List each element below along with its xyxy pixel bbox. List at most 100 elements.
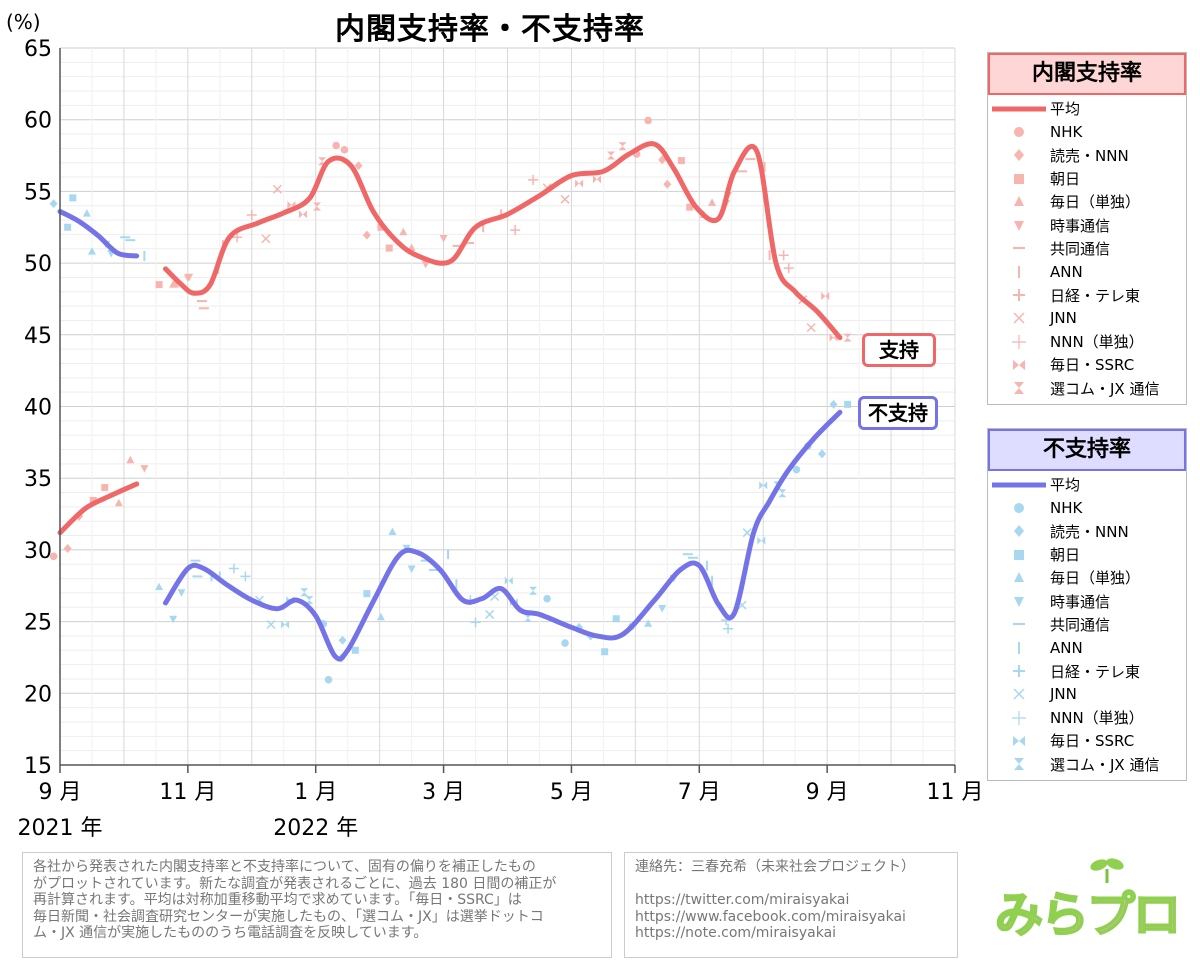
legend-symbol-icon (988, 99, 1050, 119)
survey-point (399, 227, 408, 236)
legend-symbol-icon (988, 568, 1050, 588)
legend-label: 朝日 (1050, 546, 1081, 565)
x-year-label: 2022 年 (273, 816, 358, 841)
survey-point (332, 141, 340, 150)
legend-label: 毎日・SSRC (1050, 732, 1135, 751)
legend-entry: 読売・NNN (988, 144, 1186, 167)
survey-point (792, 465, 801, 474)
legend-symbol-icon (988, 145, 1050, 165)
x-year-label: 2021 年 (18, 816, 103, 841)
legend-symbol-icon (988, 498, 1050, 518)
survey-point (266, 619, 276, 629)
legend-label: 選コム・JX 通信 (1050, 379, 1160, 398)
legend-entry: 選コム・JX 通信 (988, 753, 1186, 776)
y-tick-label: 25 (24, 611, 52, 636)
survey-point (523, 614, 532, 623)
methodology-note: 各社から発表された内閣支持率と不支持率について、固有の偏りを補正したもの がプロ… (22, 852, 612, 958)
legend-label: 平均 (1050, 100, 1081, 119)
survey-point (593, 175, 601, 184)
survey-point (385, 244, 393, 252)
survey-point (155, 582, 164, 591)
legend-symbol-icon (988, 355, 1050, 375)
legend-symbol-icon (988, 545, 1050, 565)
legend-entry: 毎日・SSRC (988, 353, 1186, 376)
note-link[interactable]: https://note.com/miraisyakai (635, 925, 837, 941)
legend-support: 内閣支持率 平均 NHK 読売・NNN 朝日 毎日（単独） 時事通信 共同通信 ANN 日経・テ… (987, 52, 1187, 405)
survey-point (340, 146, 349, 154)
legend-entry: NHK (988, 120, 1186, 143)
y-tick-label: 15 (24, 754, 52, 779)
legend-symbol-icon (988, 285, 1050, 305)
legend-entry: JNN (988, 683, 1186, 706)
survey-point (742, 528, 752, 538)
grid (59, 47, 956, 766)
survey-point (607, 151, 616, 160)
legend-symbol-icon (988, 308, 1050, 328)
legend-symbol-icon (988, 262, 1050, 282)
logo-text: みらプロ (994, 886, 1182, 944)
survey-point (806, 323, 816, 333)
survey-point (63, 543, 72, 553)
note-line: 再計算されます。平均は対称加重移動平均で求めています。「毎日・SSRC」は (33, 892, 522, 908)
series-line-disapprove (57, 208, 140, 259)
legend-label: 毎日（単独） (1050, 569, 1141, 588)
y-tick-label: 40 (24, 396, 52, 421)
survey-point (338, 635, 347, 645)
survey-point (618, 142, 627, 151)
survey-point (644, 619, 653, 627)
survey-point (64, 223, 72, 231)
survey-point (485, 609, 495, 619)
legend-symbol-icon (988, 521, 1050, 541)
legend-support-header: 内閣支持率 (988, 53, 1186, 95)
survey-point (829, 399, 838, 409)
x-tick-label: 11 月 (159, 780, 216, 805)
legend-disapprove: 不支持率 平均 NHK 読売・NNN 朝日 毎日（単独） 時事通信 共同通信 ANN 日経・テレ… (987, 428, 1187, 781)
legend-label: 日経・テレ東 (1050, 662, 1141, 681)
survey-point (818, 449, 827, 459)
twitter-link[interactable]: https://twitter.com/miraisyakai (635, 892, 850, 908)
legend-disapprove-items: 平均 NHK 読売・NNN 朝日 毎日（単独） 時事通信 共同通信 ANN 日経・テレ東 JNN N… (988, 471, 1186, 780)
survey-point (169, 615, 178, 624)
survey-point (644, 116, 652, 125)
legend-symbol-icon (988, 754, 1050, 774)
survey-point (363, 590, 371, 598)
survey-point (177, 589, 186, 597)
legend-label: JNN (1050, 685, 1077, 704)
survey-point (69, 194, 77, 202)
legend-symbol-icon (988, 192, 1050, 212)
legend-symbol-icon (988, 614, 1050, 634)
survey-point (272, 184, 282, 194)
survey-point (407, 565, 416, 574)
legend-label: 選コム・JX 通信 (1050, 755, 1160, 774)
survey-point (87, 247, 96, 255)
facebook-link[interactable]: https://www.facebook.com/miraisyakai (635, 908, 906, 925)
legend-entry: 朝日 (988, 543, 1186, 566)
survey-point (183, 274, 192, 282)
survey-point (351, 646, 359, 654)
legend-entry: 時事通信 (988, 213, 1186, 236)
survey-point (601, 648, 609, 656)
y-tick-label: 35 (24, 467, 52, 492)
survey-point (376, 612, 385, 621)
legend-label: ANN (1050, 638, 1083, 657)
series-line-disapprove (162, 409, 843, 662)
survey-point (708, 198, 717, 206)
legend-entry: 選コム・JX 通信 (988, 377, 1186, 400)
x-tick-label: 5 月 (550, 780, 593, 805)
legend-entry: 日経・テレ東 (988, 283, 1186, 306)
survey-point (757, 536, 766, 545)
survey-point (298, 210, 307, 219)
survey-point (528, 174, 539, 185)
legend-label: ANN (1050, 262, 1083, 281)
survey-point (723, 623, 734, 634)
note-line: 毎日新聞・社会調査研究センターが実施したもの、「選コム・JX」は選挙ドットコ (33, 908, 544, 925)
survey-point (663, 179, 672, 189)
y-tick-label: 65 (24, 37, 52, 62)
axes: 15 20 25 30 35 40 45 50 55 60 65 9 月 2021 年 11 月 1 月 20… (18, 37, 984, 841)
x-tick-label: 11 月 (927, 780, 984, 805)
survey-point (778, 250, 789, 261)
note-line: ム・JX 通信が実施したもののうち電話調査を反映しています。 (33, 925, 428, 941)
survey-point (529, 586, 538, 595)
legend-entry: 毎日（単独） (988, 190, 1186, 213)
legend-entry: NNN（単独） (988, 706, 1186, 729)
